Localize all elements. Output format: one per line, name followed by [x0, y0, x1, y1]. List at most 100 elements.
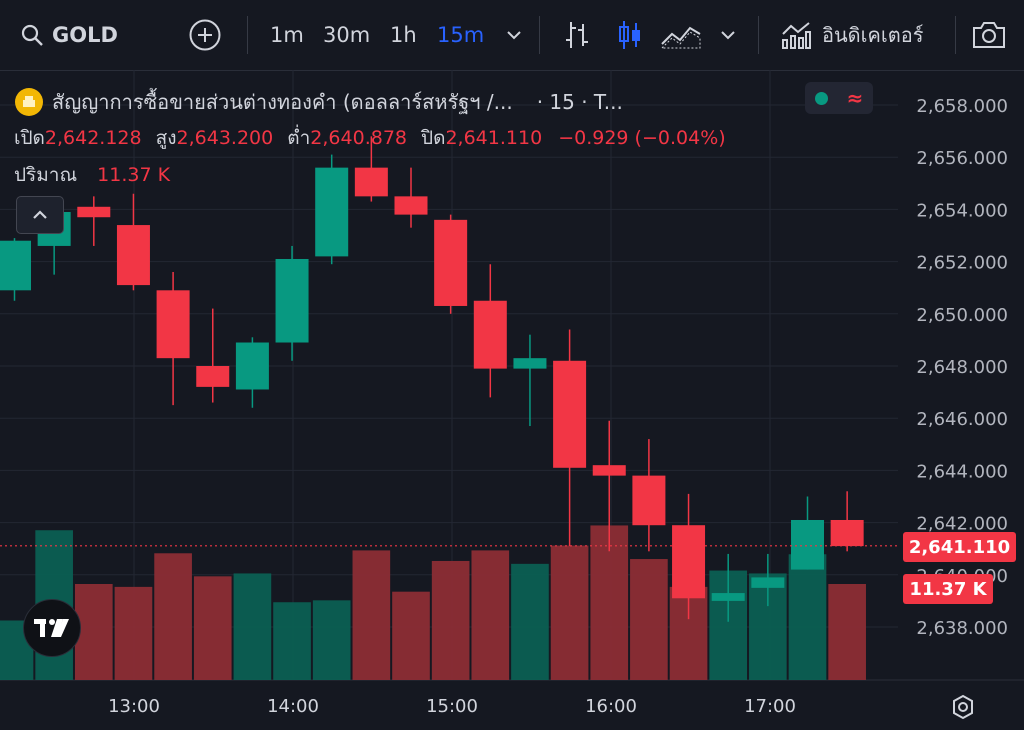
candle-body [116, 225, 150, 286]
symbol-title: สัญญาการซื้อขายส่วนต่างทองคำ (ดอลลาร์สหร… [52, 90, 513, 114]
interval-label: 30m [323, 23, 371, 47]
x-tick-label: 16:00 [585, 696, 637, 717]
tradingview-logo[interactable] [23, 599, 81, 657]
symbol-search[interactable]: GOLD [20, 0, 118, 70]
indicators-label: อินดิเคเตอร์ [822, 23, 924, 47]
candle-body [315, 167, 349, 257]
candle-body [791, 519, 824, 570]
volume-bar [511, 563, 549, 680]
volume-bar [154, 553, 192, 680]
candle-body [77, 206, 111, 218]
open-value: 2,642.128 [44, 127, 142, 149]
y-tick-label: 2,658.000 [916, 96, 1008, 117]
volume-value: 11.37 K [97, 164, 171, 186]
volume-bar [352, 550, 391, 680]
interval-1h[interactable]: 1h [390, 0, 417, 70]
candle-body [196, 366, 230, 387]
volume-bar [74, 584, 113, 680]
volume-bar [392, 591, 430, 680]
candle-body [156, 290, 190, 359]
candle-body [830, 519, 864, 547]
x-tick-label: 13:00 [108, 696, 160, 717]
interval-1m[interactable]: 1m [270, 0, 304, 70]
chevron-down-icon [721, 31, 735, 40]
candle-body [354, 167, 388, 197]
volume-bar [630, 559, 668, 680]
volume-bar [193, 576, 232, 680]
y-tick-label: 2,650.000 [916, 305, 1008, 326]
high-label: สูง [155, 127, 177, 149]
interval-label: 15m [437, 23, 485, 47]
y-tick-label: 2,638.000 [916, 618, 1008, 639]
x-tick-label: 14:00 [267, 696, 319, 717]
y-tick-label: 2,646.000 [916, 409, 1008, 430]
low-label: ต่ำ [287, 127, 311, 149]
volume-row: ปริมาณ 11.37 K [14, 160, 170, 190]
low-value: 2,640.878 [310, 127, 407, 149]
tradingview-logo-icon [34, 619, 69, 637]
compare-add-button[interactable] [188, 0, 222, 70]
bar-chart-type-button[interactable] [563, 0, 591, 70]
y-tick-label: 2,654.000 [916, 200, 1008, 221]
volume-bar [431, 560, 470, 680]
candle-body [473, 300, 507, 369]
indicators-button[interactable]: อินดิเคเตอร์ [780, 0, 923, 70]
volume-bar [788, 554, 827, 680]
candle-body [394, 196, 428, 215]
volume-tag: 11.37 K [903, 574, 993, 604]
wave-icon: ≈ [846, 86, 864, 110]
volume-bar [233, 573, 272, 680]
candle-body [632, 475, 666, 526]
candle-body [275, 258, 309, 343]
candlestick-icon [619, 21, 640, 49]
volume-bar [312, 600, 351, 680]
volume-bar [471, 550, 510, 680]
chart-type-dropdown[interactable] [719, 0, 737, 70]
last-price-tag: 2,641.110 [903, 532, 1016, 562]
collapse-legend-button[interactable] [16, 196, 64, 234]
interval-text: · 15 · T... [536, 90, 623, 114]
volume-bar [273, 602, 311, 680]
interval-30m[interactable]: 30m [323, 0, 370, 70]
time-axis: 13:00 14:00 15:00 16:00 17:00 [108, 696, 796, 717]
change-value: −0.929 (−0.04%) [558, 127, 726, 149]
open-label: เปิด [14, 127, 45, 149]
ohlc-bars-icon [566, 22, 588, 48]
legend-title-row: สัญญาการซื้อขายส่วนต่างทองคำ (ดอลลาร์สหร… [14, 86, 623, 118]
y-tick-label: 2,644.000 [916, 461, 1008, 482]
volume-bar [828, 584, 866, 680]
y-tick-label: 2,648.000 [916, 357, 1008, 378]
volume-bar [114, 586, 153, 680]
candle-body [592, 465, 626, 476]
candle-body [513, 358, 547, 369]
chevron-down-icon [507, 31, 521, 40]
y-tick-label: 2,656.000 [916, 148, 1008, 169]
candle-body [434, 219, 468, 306]
candle-body [751, 577, 785, 588]
volume-bars [0, 525, 866, 680]
candle-body [672, 525, 706, 599]
volume-label: ปริมาณ [14, 164, 78, 186]
gold-symbol-icon [15, 88, 43, 116]
market-open-dot-icon [814, 91, 828, 105]
search-icon [21, 24, 43, 46]
market-status-badge[interactable]: ≈ [805, 82, 873, 114]
interval-dropdown[interactable] [505, 0, 523, 70]
area-chart-type-button[interactable] [660, 0, 702, 70]
candle-body [0, 240, 31, 291]
x-tick-label: 15:00 [426, 696, 478, 717]
chart-settings-button[interactable] [950, 694, 976, 724]
ohlc-row: เปิด2,642.128 สูง2,643.200 ต่ำ2,640.878 … [14, 123, 726, 153]
top-toolbar: GOLD 1m 30m 1h 15m อินดิเคเตอร์ [0, 0, 1024, 71]
indicators-icon [782, 22, 811, 49]
snapshot-button[interactable] [971, 0, 1007, 70]
gear-icon [953, 694, 973, 720]
close-label: ปิด [421, 127, 446, 149]
price-chart[interactable]: 2,658.000 2,656.000 2,654.000 2,652.000 2,65… [0, 70, 1024, 730]
x-tick-label: 17:00 [744, 696, 796, 717]
chevron-up-icon [33, 210, 47, 219]
y-tick-label: 2,642.000 [916, 514, 1008, 535]
plus-circle-icon [189, 19, 221, 51]
interval-15m[interactable]: 15m [437, 0, 484, 70]
candles-chart-type-button[interactable] [616, 0, 644, 70]
